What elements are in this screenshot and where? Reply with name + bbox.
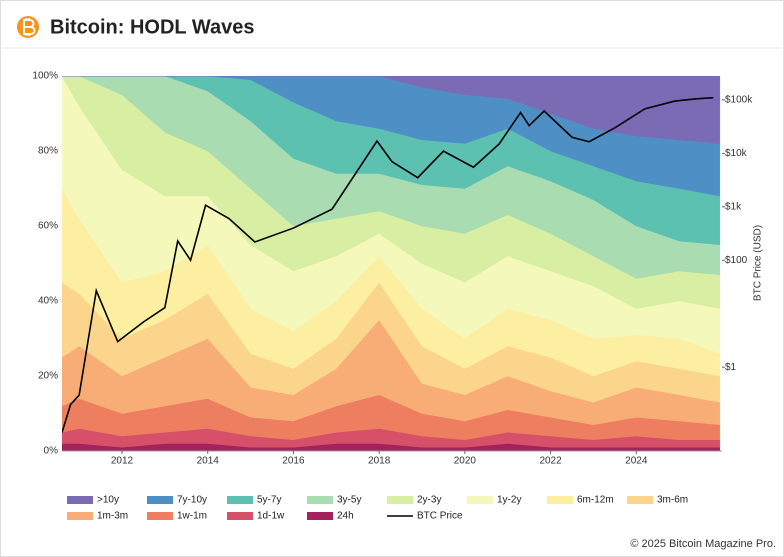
legend-label: 1d-1w xyxy=(257,511,285,522)
y2-tick-label: $100 xyxy=(725,255,748,266)
area-band xyxy=(62,76,721,197)
legend-swatch xyxy=(147,496,173,504)
legend-label: 5y-7y xyxy=(257,495,281,506)
bitcoin-glyph xyxy=(23,18,36,36)
x-tick-label: 2012 xyxy=(111,456,134,467)
legend-label: 2y-3y xyxy=(417,495,441,506)
x-tick-label: 2016 xyxy=(282,456,305,467)
legend-label: 6m-12m xyxy=(577,495,614,506)
legend-label: 3m-6m xyxy=(657,495,688,506)
y-tick-label: 0% xyxy=(44,446,59,457)
x-tick-label: 2018 xyxy=(368,456,391,467)
footer: © 2025 Bitcoin Magazine Pro. xyxy=(630,538,776,550)
area-band xyxy=(62,76,721,144)
legend-swatch xyxy=(307,496,333,504)
legend-label: BTC Price xyxy=(417,511,463,522)
legend-label: 3y-5y xyxy=(337,495,361,506)
legend-swatch xyxy=(467,496,493,504)
y2-tick-label: $10k xyxy=(725,148,748,159)
x-tick-label: 2024 xyxy=(625,456,648,467)
legend-swatch xyxy=(627,496,653,504)
legend-label: 1m-3m xyxy=(97,511,128,522)
legend-swatch xyxy=(227,512,253,520)
legend-swatch xyxy=(387,496,413,504)
x-tick-label: 2014 xyxy=(197,456,220,467)
legend-label: 1y-2y xyxy=(497,495,521,506)
legend-label: >10y xyxy=(97,495,119,506)
y-tick-label: 100% xyxy=(32,71,58,82)
legend-swatch xyxy=(147,512,173,520)
y-tick-label: 40% xyxy=(38,296,58,307)
y2-axis-title: BTC Price (USD) xyxy=(753,225,764,301)
price-line xyxy=(62,96,714,433)
legend-label: 1w-1m xyxy=(177,511,207,522)
plot-area xyxy=(62,76,721,451)
legend-swatch xyxy=(67,496,93,504)
legend-swatch xyxy=(67,512,93,520)
legend-swatch xyxy=(227,496,253,504)
legend-label: 7y-10y xyxy=(177,495,207,506)
y2-tick-label: $1 xyxy=(725,362,737,373)
y-tick-label: 20% xyxy=(38,371,58,382)
legend-swatch xyxy=(547,496,573,504)
y2-tick-label: $1k xyxy=(725,201,742,212)
y2-tick-label: $100k xyxy=(725,95,753,106)
legend-label: 24h xyxy=(337,511,354,522)
chart-title: Bitcoin: HODL Waves xyxy=(50,16,254,38)
y-tick-label: 80% xyxy=(38,146,58,157)
y-tick-label: 60% xyxy=(38,221,58,232)
legend-swatch xyxy=(307,512,333,520)
x-tick-label: 2022 xyxy=(539,456,562,467)
x-tick-label: 2020 xyxy=(454,456,477,467)
